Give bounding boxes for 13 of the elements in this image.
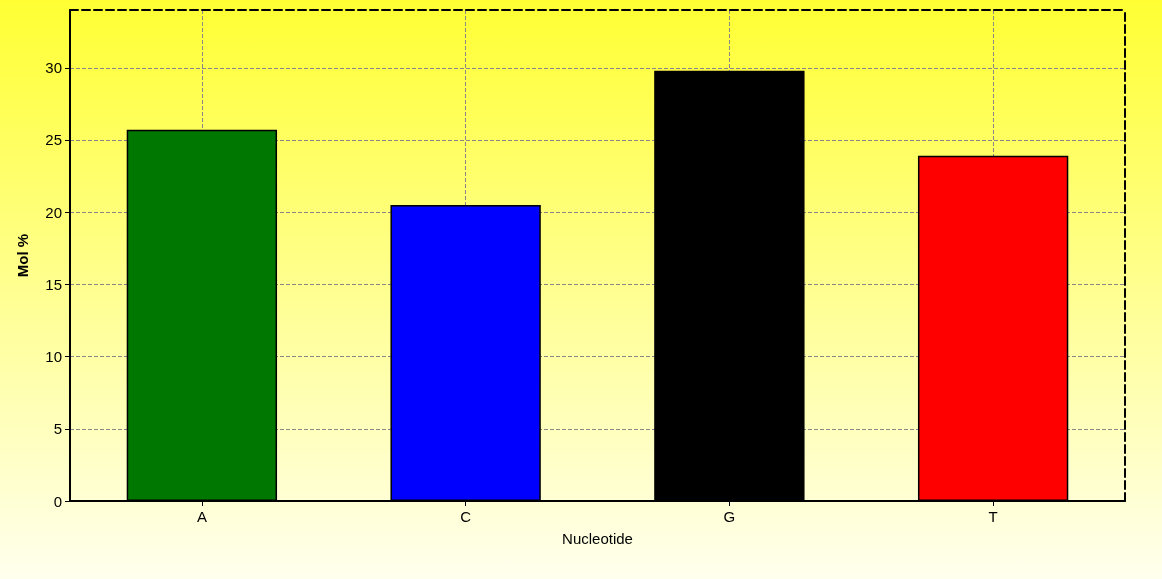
y-tick-label: 30 xyxy=(45,59,62,77)
x-axis-title: Nucleotide xyxy=(562,530,633,547)
y-tick-label: 5 xyxy=(53,420,62,438)
y-tick-label: 0 xyxy=(53,492,62,510)
y-tick-label: 10 xyxy=(45,348,62,366)
y-tick-label: 20 xyxy=(45,203,62,221)
y-axis-title: Mol % xyxy=(14,233,31,278)
x-tick-label: G xyxy=(723,508,736,525)
y-tick-label: 25 xyxy=(45,131,62,149)
y-tick-label: 15 xyxy=(45,275,62,293)
x-tick-label: A xyxy=(196,508,207,525)
x-tick-label: T xyxy=(988,508,998,525)
x-tick-label: C xyxy=(460,508,472,525)
